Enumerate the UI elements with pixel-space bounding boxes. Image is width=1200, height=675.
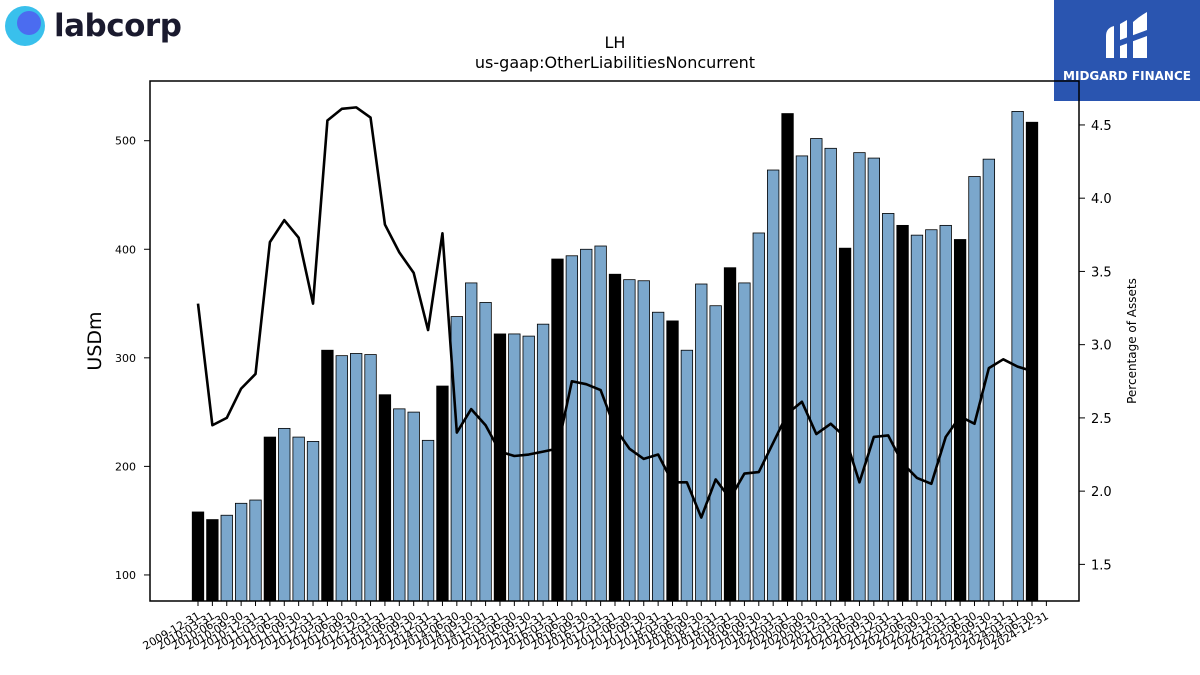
bar (465, 282, 478, 602)
bar (680, 349, 694, 602)
bar (421, 439, 435, 602)
bar (565, 255, 579, 602)
bar (752, 232, 765, 602)
bar (608, 273, 622, 602)
bar (536, 323, 550, 602)
bar (1011, 111, 1024, 602)
bar (666, 320, 679, 602)
bar (781, 113, 794, 602)
y-tick-label: 500 (115, 135, 136, 148)
bar (695, 283, 708, 602)
y2-tick-label: 1.5 (1091, 558, 1112, 573)
bar (723, 267, 737, 602)
bar (767, 169, 780, 602)
bar (220, 514, 233, 602)
bar (493, 333, 507, 602)
bar (191, 511, 205, 602)
percent-line (196, 106, 1033, 519)
bar (882, 213, 895, 602)
y2-tick-label: 3.5 (1091, 265, 1112, 280)
bar (407, 411, 420, 602)
bar (594, 245, 607, 602)
bar (853, 152, 866, 602)
bar (321, 349, 334, 602)
midgard-mark-icon (1106, 12, 1147, 58)
bar (306, 441, 320, 602)
chart-title: LH (605, 33, 626, 52)
bar (738, 282, 751, 602)
bar (896, 224, 909, 602)
bar (925, 229, 938, 602)
y-tick-label: 200 (115, 460, 136, 473)
y2-tick-label: 4.5 (1091, 119, 1112, 134)
bar (939, 224, 952, 602)
bar (292, 436, 305, 602)
bar (580, 248, 593, 602)
bar (824, 147, 837, 602)
bar (795, 155, 809, 602)
bar (867, 157, 880, 602)
bar (709, 305, 722, 602)
plot-frame (149, 80, 1080, 602)
midgard-wordmark: MIDGARD FINANCE (1063, 69, 1191, 83)
bar (637, 280, 650, 602)
chart-subtitle: us-gaap:OtherLiabilitiesNoncurrent (475, 53, 755, 72)
bar (206, 519, 219, 602)
bar (810, 138, 823, 602)
y2-tick-label: 2.0 (1091, 485, 1112, 500)
bar (508, 333, 521, 602)
bar (910, 234, 924, 602)
labcorp-wordmark: labcorp (54, 8, 182, 44)
bar (479, 302, 492, 602)
x-axis: 2009-12-312010-03-312010-06-302010-09-30… (141, 601, 1051, 653)
bar (278, 427, 291, 602)
bar (335, 355, 348, 602)
y2-tick-label: 4.0 (1091, 192, 1112, 207)
bar (522, 335, 535, 602)
bar (838, 247, 852, 602)
bar (378, 394, 392, 602)
y2-axis-label: Percentage of Assets (1125, 278, 1139, 404)
percent-series (196, 106, 1033, 519)
bar (249, 499, 262, 602)
bar (364, 354, 377, 602)
y-axis-label: USDm (84, 311, 106, 370)
y-tick-label: 300 (115, 352, 136, 365)
bar (263, 436, 277, 602)
labcorp-mark-icon (5, 6, 45, 46)
bar (623, 279, 636, 602)
y-tick-label: 100 (115, 569, 136, 582)
y2-tick-label: 2.5 (1091, 412, 1112, 427)
right-axis: 1.5 2.0 2.5 3.0 3.5 4.0 4.5 (1079, 119, 1112, 573)
bar (234, 502, 248, 602)
left-axis: 100 200 300 400 500 (115, 135, 150, 582)
y2-tick-label: 3.0 (1091, 339, 1112, 354)
bar-series (191, 111, 1039, 602)
bar (436, 385, 449, 602)
bar (350, 353, 363, 602)
bar (393, 408, 406, 602)
labcorp-logo: labcorp (4, 4, 182, 48)
bar (1025, 121, 1039, 602)
midgard-finance-logo: MIDGARD FINANCE (1054, 0, 1200, 101)
bar (968, 176, 981, 602)
y-tick-label: 400 (115, 243, 136, 256)
